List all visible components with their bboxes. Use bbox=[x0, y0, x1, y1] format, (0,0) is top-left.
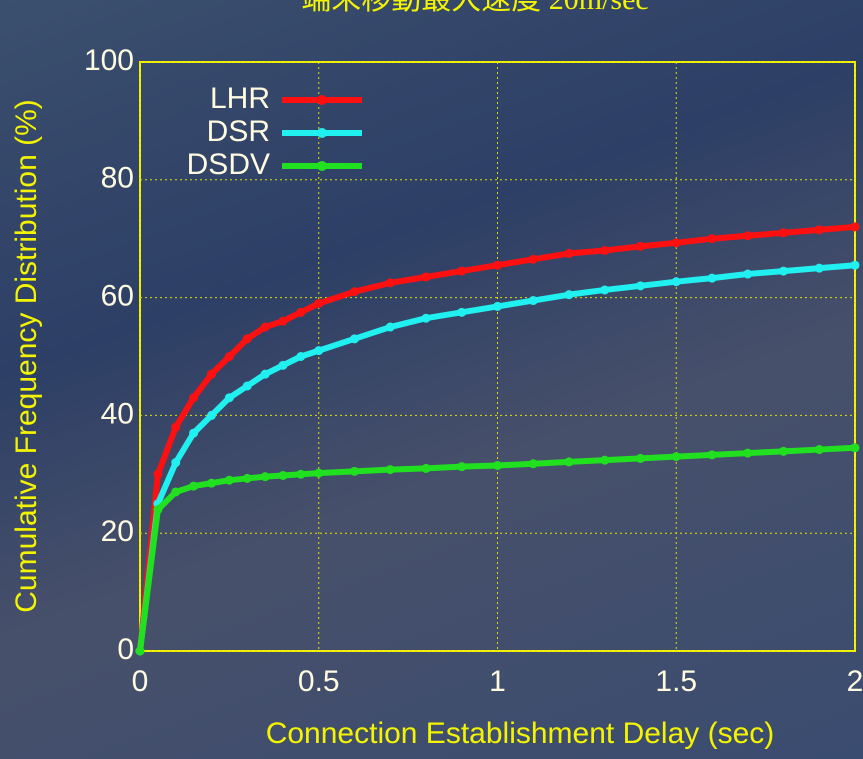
x-tick-label: 1 bbox=[489, 665, 506, 698]
point-marker bbox=[243, 474, 252, 483]
point-marker bbox=[350, 334, 359, 343]
point-marker bbox=[600, 246, 609, 255]
point-marker bbox=[779, 447, 788, 456]
point-marker bbox=[314, 469, 323, 478]
point-marker bbox=[493, 302, 502, 311]
point-marker bbox=[136, 647, 145, 656]
point-marker bbox=[243, 381, 252, 390]
point-marker bbox=[743, 270, 752, 279]
point-marker bbox=[207, 411, 216, 420]
legend-marker bbox=[317, 95, 327, 105]
point-marker bbox=[672, 238, 681, 247]
point-marker bbox=[189, 429, 198, 438]
point-marker bbox=[565, 290, 574, 299]
point-marker bbox=[457, 462, 466, 471]
y-axis-label: Cumulative Frequency Distribution (%) bbox=[10, 99, 43, 613]
point-marker bbox=[708, 234, 717, 243]
point-marker bbox=[350, 287, 359, 296]
point-marker bbox=[296, 308, 305, 317]
point-marker bbox=[314, 299, 323, 308]
point-marker bbox=[565, 249, 574, 258]
x-tick-label: 0.5 bbox=[298, 665, 340, 698]
point-marker bbox=[779, 267, 788, 276]
point-marker bbox=[422, 314, 431, 323]
point-marker bbox=[171, 487, 180, 496]
y-tick-label: 20 bbox=[101, 515, 134, 548]
legend-label: LHR bbox=[210, 82, 270, 115]
point-marker bbox=[851, 443, 860, 452]
point-marker bbox=[422, 464, 431, 473]
legend-marker bbox=[317, 128, 327, 138]
legend-label: DSDV bbox=[187, 148, 270, 181]
point-marker bbox=[743, 449, 752, 458]
point-marker bbox=[189, 393, 198, 402]
point-marker bbox=[296, 470, 305, 479]
point-marker bbox=[207, 370, 216, 379]
point-marker bbox=[296, 352, 305, 361]
x-tick-label: 0 bbox=[132, 665, 149, 698]
point-marker bbox=[565, 457, 574, 466]
point-marker bbox=[708, 450, 717, 459]
point-marker bbox=[350, 467, 359, 476]
point-marker bbox=[207, 479, 216, 488]
point-marker bbox=[243, 334, 252, 343]
point-marker bbox=[815, 225, 824, 234]
point-marker bbox=[493, 261, 502, 270]
point-marker bbox=[743, 231, 752, 240]
chart: 端末移動最大速度 20m/sec Connection Establishmen… bbox=[0, 0, 863, 759]
point-marker bbox=[600, 285, 609, 294]
point-marker bbox=[171, 423, 180, 432]
chart-title: 端末移動最大速度 20m/sec bbox=[301, 0, 648, 16]
x-tick-label: 2 bbox=[847, 665, 863, 698]
point-marker bbox=[851, 222, 860, 231]
point-marker bbox=[493, 461, 502, 470]
point-marker bbox=[279, 471, 288, 480]
point-marker bbox=[815, 445, 824, 454]
point-marker bbox=[153, 505, 162, 514]
y-tick-label: 60 bbox=[101, 280, 134, 313]
point-marker bbox=[636, 242, 645, 251]
y-tick-label: 40 bbox=[101, 397, 134, 430]
y-tick-label: 0 bbox=[117, 633, 134, 666]
point-marker bbox=[314, 346, 323, 355]
point-marker bbox=[171, 458, 180, 467]
x-tick-label: 1.5 bbox=[655, 665, 697, 698]
point-marker bbox=[779, 228, 788, 237]
point-marker bbox=[225, 352, 234, 361]
point-marker bbox=[225, 476, 234, 485]
point-marker bbox=[386, 465, 395, 474]
y-tick-label: 100 bbox=[84, 44, 134, 77]
point-marker bbox=[815, 264, 824, 273]
point-marker bbox=[600, 456, 609, 465]
point-marker bbox=[529, 459, 538, 468]
point-marker bbox=[851, 261, 860, 270]
point-marker bbox=[386, 278, 395, 287]
point-marker bbox=[279, 317, 288, 326]
point-marker bbox=[225, 393, 234, 402]
point-marker bbox=[261, 472, 270, 481]
point-marker bbox=[457, 267, 466, 276]
point-marker bbox=[386, 323, 395, 332]
point-marker bbox=[279, 361, 288, 370]
point-marker bbox=[261, 370, 270, 379]
point-marker bbox=[529, 296, 538, 305]
point-marker bbox=[457, 308, 466, 317]
point-marker bbox=[636, 281, 645, 290]
point-marker bbox=[672, 452, 681, 461]
point-marker bbox=[529, 255, 538, 264]
point-marker bbox=[261, 323, 270, 332]
point-marker bbox=[189, 482, 198, 491]
y-tick-label: 80 bbox=[101, 162, 134, 195]
legend-label: DSR bbox=[207, 115, 270, 148]
point-marker bbox=[422, 272, 431, 281]
point-marker bbox=[672, 277, 681, 286]
point-marker bbox=[153, 470, 162, 479]
point-marker bbox=[708, 274, 717, 283]
x-axis-label: Connection Establishment Delay (sec) bbox=[266, 717, 775, 750]
legend-marker bbox=[317, 161, 327, 171]
point-marker bbox=[636, 454, 645, 463]
